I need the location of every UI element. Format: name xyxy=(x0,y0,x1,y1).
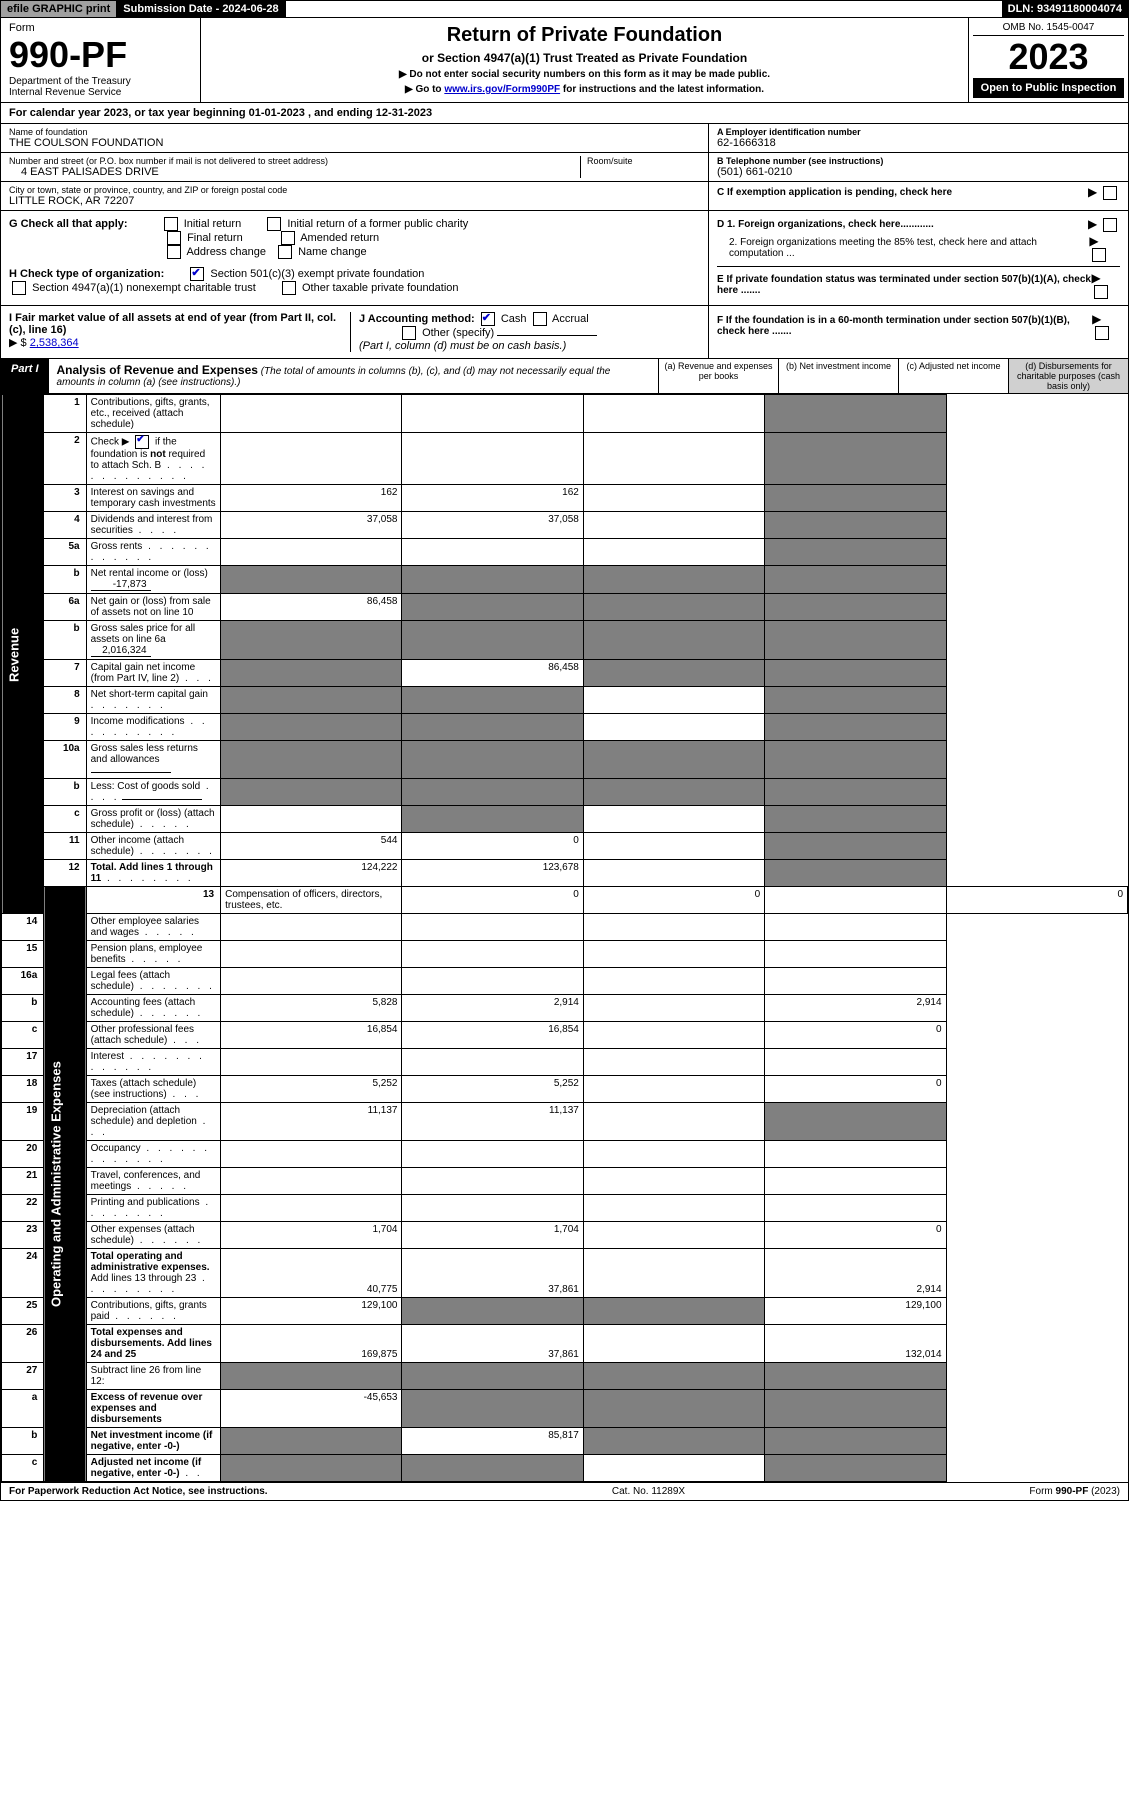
submission-date: Submission Date - 2024-06-28 xyxy=(117,1,285,17)
form-subtitle: or Section 4947(a)(1) Trust Treated as P… xyxy=(207,51,962,65)
g-amended[interactable] xyxy=(281,231,295,245)
form-container: efile GRAPHIC print Submission Date - 20… xyxy=(0,0,1129,1501)
j-accrual[interactable] xyxy=(533,312,547,326)
form-title: Return of Private Foundation xyxy=(207,24,962,47)
footer-right: Form 990-PF (2023) xyxy=(1029,1486,1120,1497)
header-left: Form 990-PF Department of the Treasury I… xyxy=(1,18,201,102)
note2: ▶ Go to www.irs.gov/Form990PF for instru… xyxy=(207,84,962,95)
c-checkbox[interactable] xyxy=(1103,186,1117,200)
header-right: OMB No. 1545-0047 2023 Open to Public In… xyxy=(968,18,1128,102)
footer-left: For Paperwork Reduction Act Notice, see … xyxy=(9,1486,268,1497)
g-address[interactable] xyxy=(167,245,181,259)
dln: DLN: 93491180004074 xyxy=(1002,1,1128,17)
exemption-cell: C If exemption application is pending, c… xyxy=(709,182,1128,203)
fmv-link[interactable]: 2,538,364 xyxy=(30,337,79,349)
header-mid: Return of Private Foundation or Section … xyxy=(201,18,968,102)
footer-mid: Cat. No. 11289X xyxy=(612,1486,685,1497)
footer: For Paperwork Reduction Act Notice, see … xyxy=(1,1482,1128,1500)
d1-checkbox[interactable] xyxy=(1103,218,1117,232)
calendar-year: For calendar year 2023, or tax year begi… xyxy=(1,103,1128,124)
form-number: 990-PF xyxy=(9,34,192,76)
department: Department of the Treasury Internal Reve… xyxy=(9,76,192,98)
entity-block: Name of foundation THE COULSON FOUNDATIO… xyxy=(1,124,1128,211)
schb-check[interactable] xyxy=(135,435,149,449)
j-other[interactable] xyxy=(402,326,416,340)
city-cell: City or town, state or province, country… xyxy=(1,182,708,210)
d2-checkbox[interactable] xyxy=(1092,248,1106,262)
name-cell: Name of foundation THE COULSON FOUNDATIO… xyxy=(1,124,708,153)
main-table: Revenue 1Contributions, gifts, grants, e… xyxy=(1,394,1128,1482)
tax-year: 2023 xyxy=(973,36,1124,78)
f-checkbox[interactable] xyxy=(1095,326,1109,340)
h-501c3[interactable] xyxy=(190,267,204,281)
addr-cell: Number and street (or P.O. box number if… xyxy=(1,153,708,182)
header-row: Form 990-PF Department of the Treasury I… xyxy=(1,18,1128,103)
e-checkbox[interactable] xyxy=(1094,285,1108,299)
g-h-row: G Check all that apply: Initial return I… xyxy=(1,211,1128,306)
part1-header: Part I Analysis of Revenue and Expenses … xyxy=(1,359,1128,394)
i-j-row: I Fair market value of all assets at end… xyxy=(1,306,1128,359)
h-other[interactable] xyxy=(282,281,296,295)
efile-badge: efile GRAPHIC print xyxy=(1,1,117,17)
phone-cell: B Telephone number (see instructions) (5… xyxy=(709,153,1128,182)
g-initial[interactable] xyxy=(164,217,178,231)
ein-cell: A Employer identification number 62-1666… xyxy=(709,124,1128,153)
g-name[interactable] xyxy=(278,245,292,259)
expenses-side: Operating and Administrative Expenses xyxy=(44,887,86,1482)
top-bar: efile GRAPHIC print Submission Date - 20… xyxy=(1,1,1128,18)
j-cash[interactable] xyxy=(481,312,495,326)
h-4947[interactable] xyxy=(12,281,26,295)
open-public: Open to Public Inspection xyxy=(973,78,1124,98)
form-label: Form xyxy=(9,22,192,34)
revenue-side: Revenue xyxy=(2,395,44,914)
omb: OMB No. 1545-0047 xyxy=(973,22,1124,36)
irs-link[interactable]: www.irs.gov/Form990PF xyxy=(444,84,560,95)
note1: ▶ Do not enter social security numbers o… xyxy=(207,69,962,80)
g-final[interactable] xyxy=(167,231,181,245)
g-initial-former[interactable] xyxy=(267,217,281,231)
